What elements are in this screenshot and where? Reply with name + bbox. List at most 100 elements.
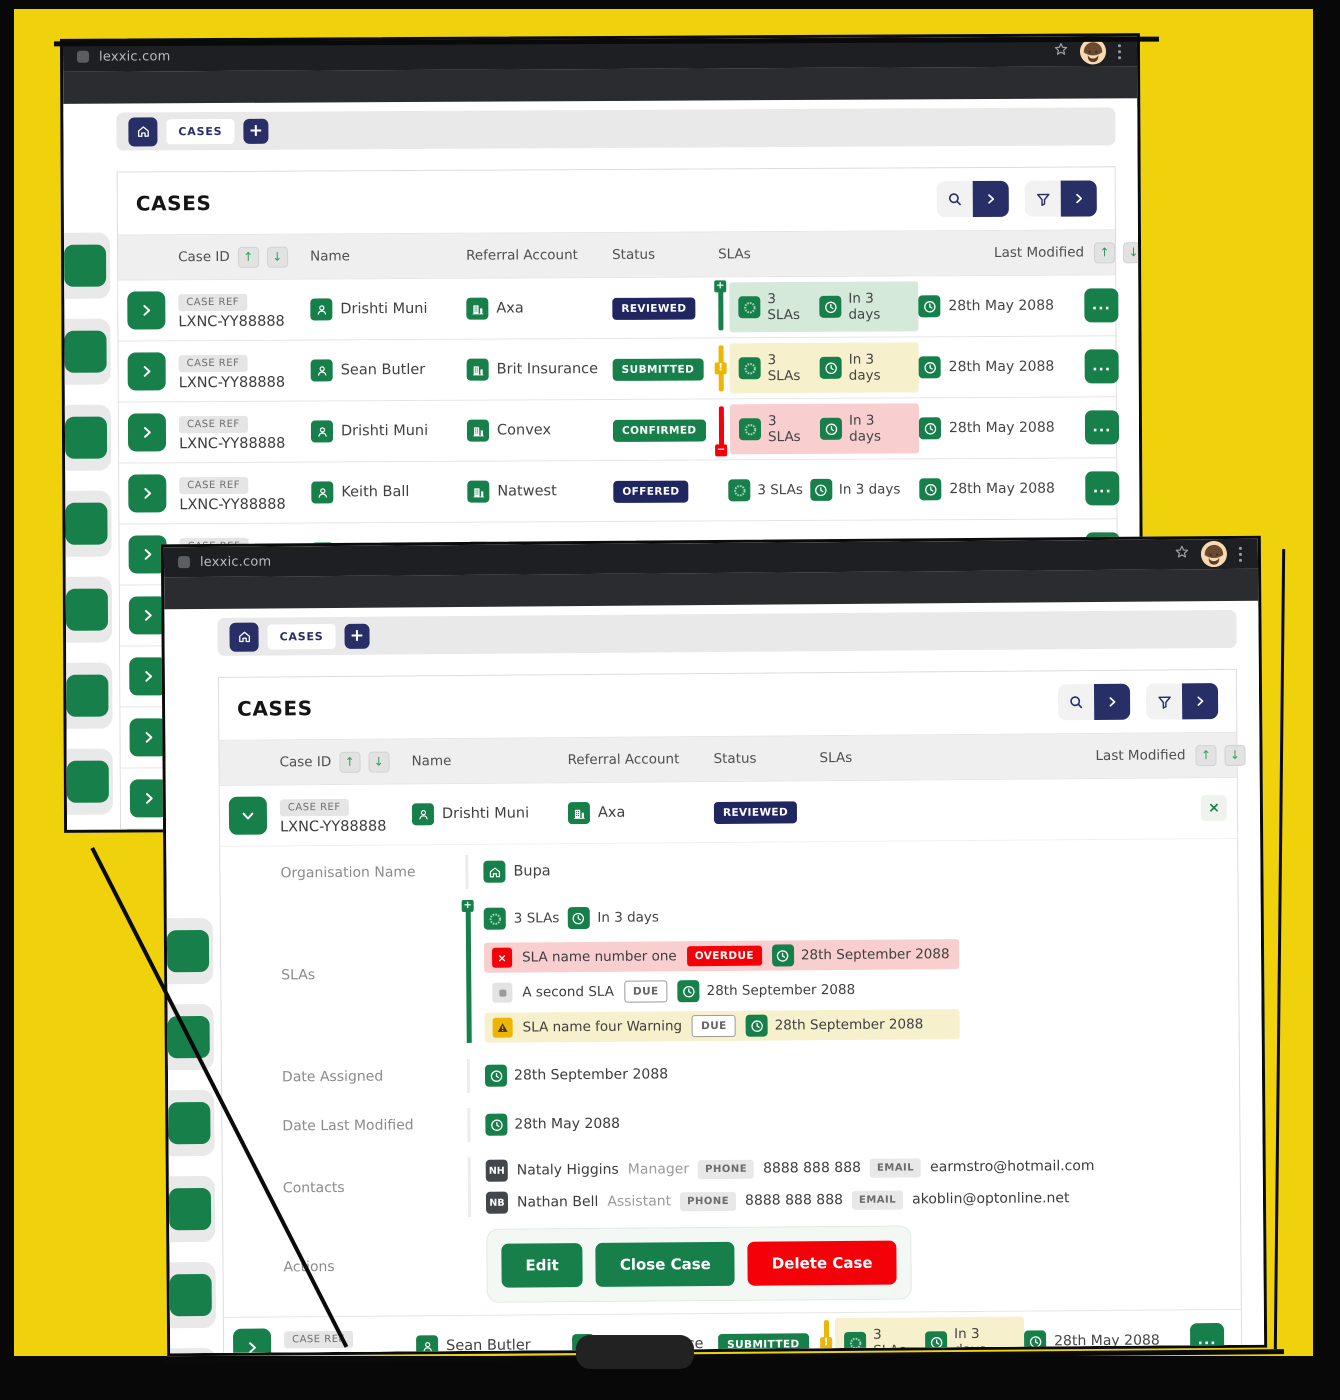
contact-email: akoblin@optonline.net xyxy=(912,1190,1070,1208)
sort-desc-button[interactable]: ↓ xyxy=(1224,744,1246,766)
browser-menu-icon[interactable] xyxy=(1116,42,1123,61)
wreath-icon xyxy=(738,418,762,441)
home-button[interactable] xyxy=(128,116,158,146)
sort-desc-button[interactable]: ↓ xyxy=(368,751,390,773)
delete-case-button[interactable]: Delete Case xyxy=(747,1240,897,1286)
expand-row-button[interactable] xyxy=(129,718,168,757)
sort-asc-button[interactable]: ↑ xyxy=(1195,744,1217,766)
breadcrumb-cases[interactable]: CASES xyxy=(267,623,336,649)
sla-item: A second SLA DUE 28th September 2088 xyxy=(484,974,960,1008)
search-go-button[interactable] xyxy=(972,180,1009,218)
sort-asc-button[interactable]: ↑ xyxy=(339,751,361,773)
overdue-badge: OVERDUE xyxy=(686,945,763,967)
filter-go-button[interactable] xyxy=(1060,180,1097,217)
sort-desc-button[interactable]: ↓ xyxy=(266,246,288,268)
wreath-icon xyxy=(738,296,761,319)
filter-go-button[interactable] xyxy=(1181,683,1219,720)
breadcrumb-cases[interactable]: CASES xyxy=(166,118,235,144)
sla-item: SLA name four Warning DUE 28th September… xyxy=(484,1009,961,1043)
address-bar[interactable]: lexxic.com xyxy=(199,553,272,570)
browser-chrome: lexxic.com xyxy=(62,36,1138,72)
sort-asc-button[interactable]: ↑ xyxy=(1094,241,1116,263)
close-expanded-button[interactable]: × xyxy=(1200,794,1228,822)
search-icon[interactable] xyxy=(936,181,973,218)
search-go-button[interactable] xyxy=(1093,683,1131,721)
case-id: LXNC-YY88888 xyxy=(179,496,286,514)
table-row[interactable]: CASE REF xyxy=(120,640,1118,707)
profile-avatar[interactable] xyxy=(1200,540,1228,568)
row-menu-button[interactable]: ... xyxy=(1085,471,1120,506)
building-icon xyxy=(467,480,490,503)
browser-window-back: lexxic.com xyxy=(59,33,1145,833)
sort-asc-button[interactable]: ↑ xyxy=(237,246,259,268)
last-modified: 28th May 2088 xyxy=(949,480,1055,498)
sla-date: 28th September 2088 xyxy=(774,1016,924,1034)
table-row[interactable]: CASE REF LXNC-YY88888 Drishti Muni Axa RE… xyxy=(118,274,1119,341)
status-badge: REVIEWED xyxy=(612,297,696,320)
building-icon xyxy=(567,801,591,825)
table-row[interactable]: CASE REF LXNC-YY88888 Keith Ball Natwest … xyxy=(119,457,1120,524)
add-tab-button[interactable]: + xyxy=(243,118,269,144)
row-menu-button[interactable]: ... xyxy=(1084,288,1119,323)
sla-indicator xyxy=(718,406,725,453)
bookmark-star-icon[interactable] xyxy=(1052,41,1070,63)
last-modified: 28th May 2088 xyxy=(948,358,1055,376)
filter-control xyxy=(1145,683,1219,720)
expand-row-button[interactable] xyxy=(128,596,168,635)
expand-row-button[interactable] xyxy=(127,352,166,391)
filter-icon[interactable] xyxy=(1145,683,1183,720)
case-name: Sean Butler xyxy=(446,1337,531,1355)
bookmark-star-icon[interactable] xyxy=(1173,543,1191,565)
add-tab-button[interactable]: + xyxy=(344,623,370,649)
due-badge: DUE xyxy=(691,1014,736,1038)
table-row[interactable]: CASE REF LXNC-YY88888 Drishti Muni Convex… xyxy=(118,396,1120,463)
search-icon[interactable] xyxy=(1057,684,1095,721)
collapse-row-button[interactable] xyxy=(228,796,268,835)
referral-account: Axa xyxy=(496,300,524,317)
address-bar[interactable]: lexxic.com xyxy=(98,48,171,65)
status-badge: CONFIRMED xyxy=(612,418,706,442)
close-case-button[interactable]: Close Case xyxy=(595,1241,735,1287)
actions-label: Actions xyxy=(283,1258,335,1276)
expand-row-button[interactable] xyxy=(129,657,168,696)
expand-row-button[interactable] xyxy=(128,535,167,574)
row-menu-button[interactable]: ... xyxy=(1084,349,1119,384)
expand-row-button[interactable] xyxy=(232,1328,272,1357)
filter-icon[interactable] xyxy=(1024,180,1061,217)
clock-icon xyxy=(918,417,942,440)
sort-desc-button[interactable]: ↓ xyxy=(1123,241,1145,263)
date-assigned-label: Date Assigned xyxy=(281,1068,384,1086)
breadcrumb: CASES + xyxy=(116,107,1116,151)
clock-icon xyxy=(925,1331,948,1354)
table-row[interactable]: CASE REF xyxy=(120,762,1119,829)
expand-row-button[interactable] xyxy=(128,474,167,513)
contact-role: Manager xyxy=(627,1161,690,1178)
expand-row-button[interactable] xyxy=(129,779,169,818)
clock-icon xyxy=(484,1064,508,1087)
wreath-icon xyxy=(728,479,751,502)
table-row[interactable]: CASE REF xyxy=(120,701,1118,768)
sla-name: A second SLA xyxy=(522,983,615,1001)
table-header: Case ID ↑ ↓ Name Referral Account Status… xyxy=(219,732,1246,785)
case-name: Keith Ball xyxy=(341,484,410,501)
table-header: Case ID ↑ ↓ Name Referral Account Status… xyxy=(117,230,1145,280)
contact-avatar: NH xyxy=(485,1159,508,1182)
contact-row: NB Nathan Bell Assistant PHONE 8888 888 … xyxy=(485,1184,1070,1217)
status-badge: REVIEWED xyxy=(713,800,798,824)
sla-name: SLA name number one xyxy=(522,948,677,966)
edit-button[interactable]: Edit xyxy=(501,1243,583,1288)
expand-row-button[interactable] xyxy=(127,291,166,330)
profile-avatar[interactable] xyxy=(1079,38,1107,65)
case-detail: Organisation Name Bupa SLAs 3 SLAs xyxy=(220,837,1241,1317)
expanded-row-header[interactable]: CASE REF LXNC-YY88888 Drishti Muni Axa RE… xyxy=(219,776,1238,846)
row-menu-button[interactable]: ... xyxy=(1084,410,1120,445)
browser-toolbar xyxy=(63,66,1138,104)
expand-row-button[interactable] xyxy=(127,413,167,452)
home-button[interactable] xyxy=(229,622,259,652)
contact-phone: 8888 888 888 xyxy=(762,1159,862,1177)
browser-menu-icon[interactable] xyxy=(1237,544,1244,563)
sla-item: × SLA name number one OVERDUE 28th Septe… xyxy=(483,939,960,973)
table-row[interactable]: CASE REF xyxy=(119,579,1118,646)
